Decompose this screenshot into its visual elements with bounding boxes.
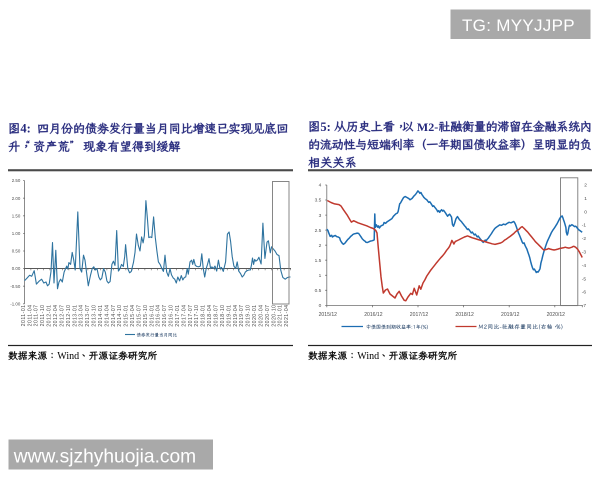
svg-text:2016-04: 2016-04 (156, 305, 162, 327)
svg-text:2013-10: 2013-10 (92, 305, 98, 327)
svg-text:-7: -7 (582, 303, 587, 309)
svg-text:Wind: Wind (57, 351, 79, 362)
svg-text:5:: 5: (320, 120, 330, 134)
svg-text:2: 2 (584, 183, 587, 189)
svg-text:2013-07: 2013-07 (85, 305, 91, 327)
svg-text:1.50: 1.50 (12, 213, 21, 218)
svg-text:Wind: Wind (357, 351, 379, 362)
svg-text:2011-10: 2011-10 (40, 305, 46, 327)
svg-text:2020-01: 2020-01 (252, 305, 258, 327)
svg-text:2019-04: 2019-04 (233, 305, 239, 327)
svg-text:2: 2 (319, 243, 322, 249)
svg-text:0: 0 (319, 303, 322, 309)
svg-text:3.5: 3.5 (315, 198, 322, 204)
svg-text:2.00: 2.00 (12, 196, 21, 201)
svg-text:2015-01: 2015-01 (124, 305, 130, 327)
svg-text:4: 4 (319, 183, 322, 189)
svg-text:2012-04: 2012-04 (53, 305, 59, 327)
svg-text:0.50: 0.50 (12, 249, 21, 254)
svg-text:2014-07: 2014-07 (111, 305, 117, 327)
svg-text:1.00: 1.00 (12, 231, 21, 236)
svg-text:www.sjzhyhuojia.com: www.sjzhyhuojia.com (13, 447, 196, 468)
svg-text:M2-: M2- (417, 120, 438, 134)
svg-text:2017/12: 2017/12 (410, 312, 429, 318)
svg-text:4:: 4: (20, 122, 30, 136)
svg-text:TG: MYYJJPP: TG: MYYJJPP (462, 16, 575, 35)
svg-text:1: 1 (319, 273, 322, 279)
svg-text:2014-10: 2014-10 (117, 305, 123, 327)
svg-text:2011-07: 2011-07 (34, 305, 40, 327)
svg-text:2016-01: 2016-01 (149, 305, 155, 327)
svg-text:2019/12: 2019/12 (501, 312, 520, 318)
svg-text:2017-07: 2017-07 (188, 305, 194, 327)
svg-text:2018-10: 2018-10 (220, 305, 226, 327)
svg-text:2018-04: 2018-04 (207, 305, 213, 327)
svg-text:-4: -4 (582, 263, 587, 269)
svg-text:2015/12: 2015/12 (319, 312, 338, 318)
svg-text:2015-04: 2015-04 (130, 305, 136, 327)
svg-text:2017-10: 2017-10 (194, 305, 200, 327)
svg-text:0.00: 0.00 (12, 266, 21, 271)
svg-text:-6: -6 (582, 290, 587, 296)
svg-text:2012-07: 2012-07 (59, 305, 65, 327)
svg-text:2.50: 2.50 (12, 178, 21, 183)
svg-text:2016-10: 2016-10 (169, 305, 175, 327)
svg-text:2011-01: 2011-01 (21, 305, 27, 327)
svg-text:1: 1 (584, 196, 587, 202)
svg-text:1.5: 1.5 (315, 258, 322, 264)
svg-text:2017-01: 2017-01 (175, 305, 181, 327)
svg-text:2012-10: 2012-10 (66, 305, 72, 327)
svg-text:2020-04: 2020-04 (258, 305, 264, 327)
svg-text:2016-07: 2016-07 (162, 305, 168, 327)
svg-text:-5: -5 (582, 276, 587, 282)
svg-text:-1.00: -1.00 (10, 301, 21, 306)
svg-text:0: 0 (584, 209, 587, 215)
svg-text:2018-01: 2018-01 (201, 305, 207, 327)
svg-text:2018/12: 2018/12 (455, 312, 474, 318)
svg-text:3: 3 (319, 213, 322, 219)
svg-text:-0.50: -0.50 (10, 284, 21, 289)
svg-text:2012-01: 2012-01 (47, 305, 53, 327)
svg-text:2021-01: 2021-01 (278, 305, 284, 327)
svg-text:2020/12: 2020/12 (547, 312, 566, 318)
svg-text:2016/12: 2016/12 (364, 312, 383, 318)
svg-text:2020-10: 2020-10 (271, 305, 277, 327)
svg-text:2014-04: 2014-04 (104, 305, 110, 327)
svg-text:2011-04: 2011-04 (27, 305, 33, 327)
svg-text:2021-04: 2021-04 (284, 305, 290, 327)
svg-text:-3: -3 (582, 250, 587, 256)
svg-text:2017-04: 2017-04 (181, 305, 187, 327)
svg-text:-2: -2 (582, 236, 587, 242)
svg-text:0.5: 0.5 (315, 288, 322, 294)
svg-text:2013-01: 2013-01 (72, 305, 78, 327)
svg-text:2019-10: 2019-10 (246, 305, 252, 327)
svg-text:2.5: 2.5 (315, 228, 322, 234)
svg-text:2019-07: 2019-07 (239, 305, 245, 327)
svg-text:2014-01: 2014-01 (98, 305, 104, 327)
svg-text:2018-07: 2018-07 (214, 305, 220, 327)
svg-text:2015-07: 2015-07 (137, 305, 143, 327)
svg-text:2013-04: 2013-04 (79, 305, 85, 327)
svg-text:2015-10: 2015-10 (143, 305, 149, 327)
svg-text:2020-07: 2020-07 (265, 305, 271, 327)
svg-text:-1: -1 (582, 223, 587, 229)
svg-text:2019-01: 2019-01 (226, 305, 232, 327)
